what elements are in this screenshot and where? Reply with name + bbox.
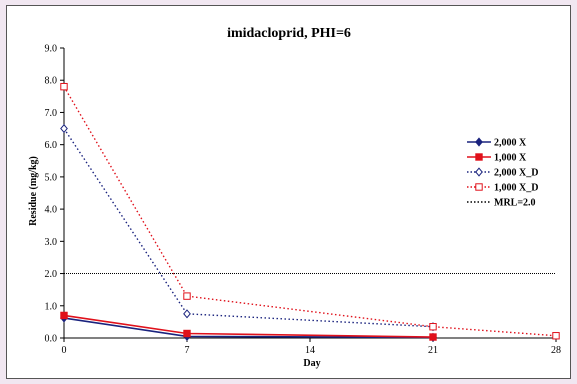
y-tick-label: 8.0 xyxy=(45,76,58,87)
data-point xyxy=(183,309,191,319)
series-3 xyxy=(60,82,560,340)
data-point xyxy=(60,82,68,91)
plot-area xyxy=(60,82,560,342)
data-point xyxy=(60,123,68,134)
y-tick-label: 2.0 xyxy=(45,269,58,280)
y-tick-label: 0.0 xyxy=(45,334,58,345)
legend-label: 1,000 X_D xyxy=(494,183,538,194)
x-tick-label: 21 xyxy=(428,345,438,356)
legend-marker xyxy=(475,153,483,161)
legend-marker xyxy=(475,167,483,177)
y-axis-label: Residue (mg/kg) xyxy=(28,156,39,226)
x-tick-label: 14 xyxy=(305,345,315,356)
legend-label: 2,000 X xyxy=(494,138,527,149)
data-point xyxy=(183,292,191,300)
x-tick-label: 28 xyxy=(551,345,561,356)
legend-entry: 2,000 X xyxy=(467,137,527,149)
y-tick-label: 1.0 xyxy=(45,301,58,312)
legend: 2,000 X 1,000 X 2,000 X_D 1,000 X_D MRL=2.0 xyxy=(467,137,538,209)
x-tick-label: 0 xyxy=(62,345,67,356)
series-1 xyxy=(60,311,437,341)
series-2 xyxy=(60,123,437,332)
axes xyxy=(63,48,556,339)
chart-title: imidacloprid, PHI=6 xyxy=(227,26,351,41)
series-line xyxy=(63,86,557,337)
legend-label: MRL=2.0 xyxy=(494,198,536,209)
series-0 xyxy=(60,313,437,342)
x-axis-label: Day xyxy=(303,358,320,369)
x-axis-ticks: 0 7 14 21 28 xyxy=(62,338,561,356)
legend-entry: 2,000 X_D xyxy=(467,167,538,179)
x-tick-label: 7 xyxy=(185,345,190,356)
data-point xyxy=(183,329,191,338)
legend-entry: MRL=2.0 xyxy=(467,198,536,209)
y-tick-label: 7.0 xyxy=(45,108,58,119)
data-point xyxy=(429,333,437,341)
y-tick-label: 6.0 xyxy=(45,140,58,151)
legend-entry: 1,000 X_D xyxy=(467,183,538,194)
residue-line-chart: imidacloprid, PHI=6 Day Residue (mg/kg) … xyxy=(28,26,561,369)
y-tick-label: 3.0 xyxy=(45,237,58,248)
data-point xyxy=(60,311,68,320)
series-line xyxy=(63,128,434,328)
legend-entry: 1,000 X xyxy=(467,153,527,164)
data-point xyxy=(429,323,437,331)
y-tick-label: 5.0 xyxy=(45,172,58,183)
legend-label: 1,000 X xyxy=(494,153,527,164)
y-axis-ticks: 0.0 1.0 2.0 3.0 4.0 5.0 6.0 7.0 8.0 9.0 xyxy=(45,44,64,345)
legend-marker xyxy=(475,183,483,191)
y-tick-label: 4.0 xyxy=(45,205,58,216)
data-point xyxy=(552,332,560,340)
legend-label: 2,000 X_D xyxy=(494,168,538,179)
y-tick-label: 9.0 xyxy=(45,44,58,55)
legend-marker xyxy=(475,137,483,147)
chart-frame: imidacloprid, PHI=6 Day Residue (mg/kg) … xyxy=(6,5,571,379)
